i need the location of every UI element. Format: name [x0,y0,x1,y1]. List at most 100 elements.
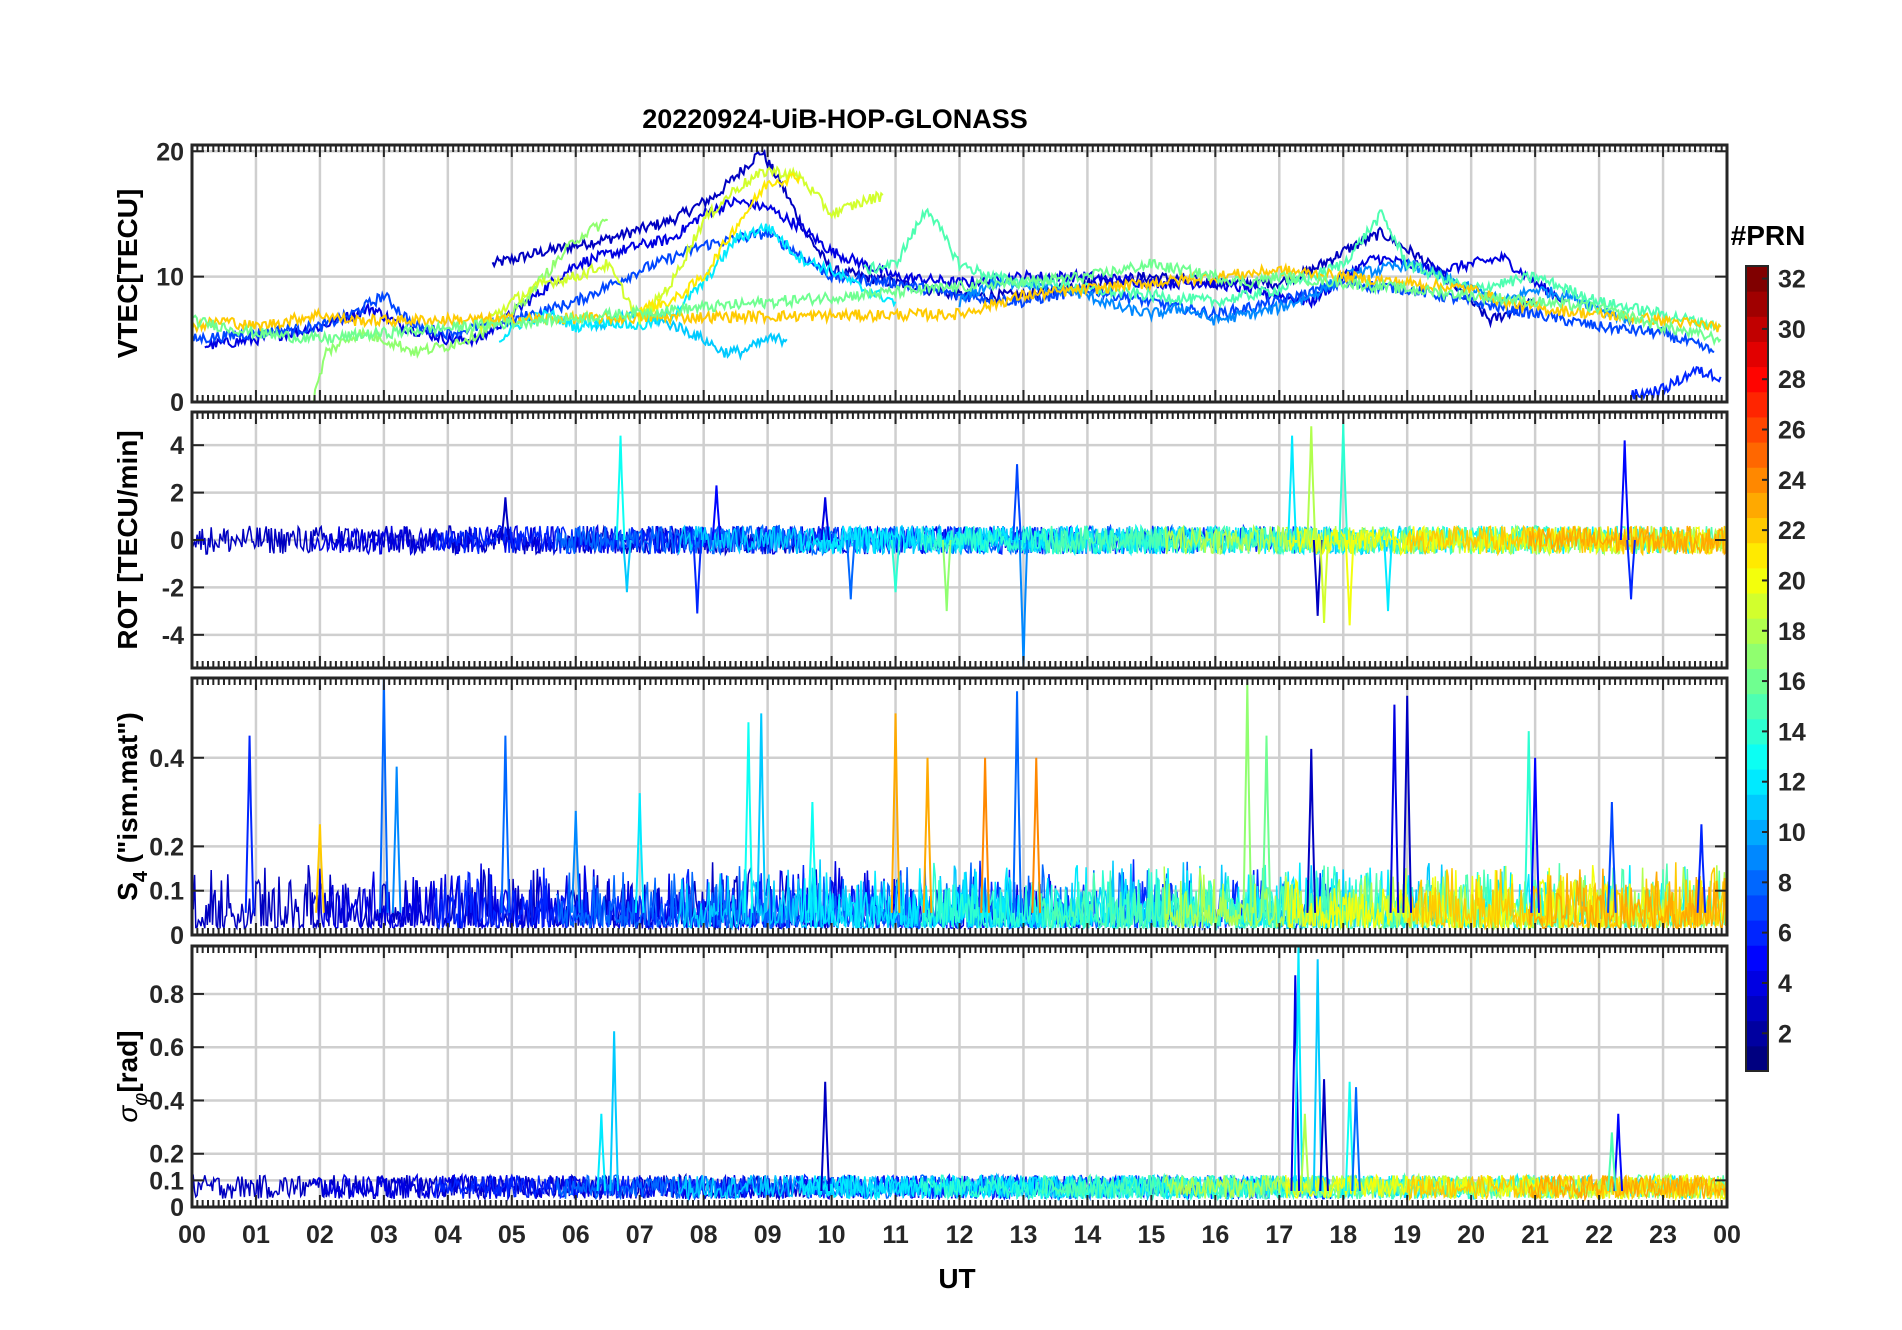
spike-prn-17 [1242,682,1253,913]
x-ticks-vtec [191,145,1728,402]
spike-prn-11 [622,539,632,593]
spike-prn-4 [820,497,831,541]
x-tick-label: 19 [1393,1221,1421,1249]
noise-trace-prn-8 [555,1173,1197,1202]
x-tick-label: 15 [1137,1221,1165,1249]
colorbar-segment [1746,794,1768,820]
colorbar-segment [1746,291,1768,317]
spike-prn-22 [315,824,325,913]
spike-prn-6 [1696,824,1707,913]
spike-prn-23 [890,713,901,913]
y-tick-label: 0 [170,527,184,555]
spike-prn-8 [1012,691,1022,913]
x-ticks-s4 [191,678,1728,935]
spike-prn-12 [1383,539,1393,612]
x-tick-label: 14 [1074,1221,1102,1249]
colorbar-segment [1746,316,1768,342]
spike-prn-5 [1530,757,1540,913]
colorbar-segment [1746,366,1768,393]
chart-title: 20220924-UiB-HOP-GLONASS [642,104,1028,134]
series-line-prn-9 [958,257,1633,327]
colorbar-frame [1745,265,1769,1072]
y-tick-label: -4 [162,622,184,650]
x-tick-label: 09 [754,1221,782,1249]
spike-prn-11 [1312,959,1323,1192]
spike-prn-5 [711,485,722,541]
y-tick-label: 0.2 [149,1141,184,1169]
spike-prn-8 [379,678,389,913]
noise-trace-prn-22 [1406,1173,1727,1202]
x-tick-label: 02 [306,1221,334,1249]
colorbar-segment [1746,467,1768,493]
colorbar-tick-label: 8 [1778,869,1792,897]
y-tick-label: 4 [170,432,184,460]
y-axis-label-rot: ROT [TECU/min] [112,430,143,649]
x-tick-label: 08 [690,1221,718,1249]
x-tick-label: 16 [1201,1221,1229,1249]
spike-prn-6 [1626,539,1636,600]
x-tick-label: 12 [946,1221,974,1249]
colorbar-segment [1746,743,1768,770]
colorbar-segment [1746,718,1768,745]
colorbar-tick-label: 16 [1778,668,1806,696]
spike-prn-3 [1402,695,1413,913]
colorbar-segment [1746,894,1768,921]
spike-prn-3 [1306,748,1317,913]
x-tick-label: 03 [370,1221,398,1249]
colorbar-segment [1746,542,1768,569]
spike-prn-24 [980,757,990,913]
colorbar-segment [1746,693,1768,720]
colorbar-tick-label: 26 [1778,417,1806,445]
panel-rot: -4 -2 0 2 4 ROT [TECU/min] [112,410,1729,670]
spike-prn-24 [1031,757,1042,913]
noise-trace-prn-15 [1041,863,1727,931]
spike-prn-7 [1012,464,1022,541]
spike-prn-12 [634,793,645,913]
series-line-prn-19 [478,165,884,335]
y-tick-label: 0.2 [149,833,184,861]
x-tick-label: 05 [498,1221,526,1249]
spike-prn-12 [1287,435,1297,541]
spike-prn-8 [500,735,511,913]
x-tick-label: 13 [1010,1221,1038,1249]
panel-vtec: 0 10 20 VTEC[TECU] [112,138,1729,417]
y-axis-label-s4: S4 ("ism.mat") [112,712,152,901]
spike-prn-17 [941,539,952,612]
spike-prn-5 [1619,440,1630,541]
colorbar-tick-label: 30 [1778,316,1806,344]
colorbar-tick-label: 4 [1778,970,1792,998]
spike-prn-3 [1312,539,1323,616]
y-tick-label: 10 [156,264,184,292]
spike-prn-20 [1344,539,1355,626]
grid-vtec [192,145,1727,402]
spike-prn-23 [922,757,933,913]
y-tick-label: 2 [170,480,184,508]
colorbar-segment [1746,819,1768,846]
colorbar-segment [1746,517,1768,544]
spike-prn-4 [1389,704,1400,913]
colorbar-segment [1746,593,1768,619]
colorbar-tick-label: 6 [1778,920,1792,948]
spike-prn-9 [391,766,402,913]
x-tick-label: 11 [882,1221,909,1249]
spike-prn-9 [1018,539,1029,668]
x-axis: 00 01 02 03 04 05 06 07 08 09 10 11 12 13 14 15 16 17 18 19… [178,1221,1741,1249]
x-tick-label: 00 [1713,1221,1741,1249]
noise-trace-prn-14 [920,524,1562,556]
y-tick-label: -2 [162,574,184,602]
x-ticks-rot [191,412,1728,668]
x-tick-label: 20 [1457,1221,1485,1249]
y-tick-label: 0.1 [149,1167,184,1195]
y-tick-label: 0 [170,389,184,417]
x-tick-label: 22 [1585,1221,1613,1249]
y-tick-label: 0 [170,922,184,950]
y-axis-label-sigma_phi: σφ[rad] [112,1030,152,1122]
colorbar-segment [1746,1045,1768,1072]
spike-prn-16 [1261,735,1272,913]
spike-prn-14 [890,539,901,593]
x-tick-label: 17 [1265,1221,1293,1249]
colorbar-tick-label: 14 [1778,718,1806,746]
colorbar-segment [1746,266,1768,292]
noise-trace-prn-22 [1406,524,1727,557]
